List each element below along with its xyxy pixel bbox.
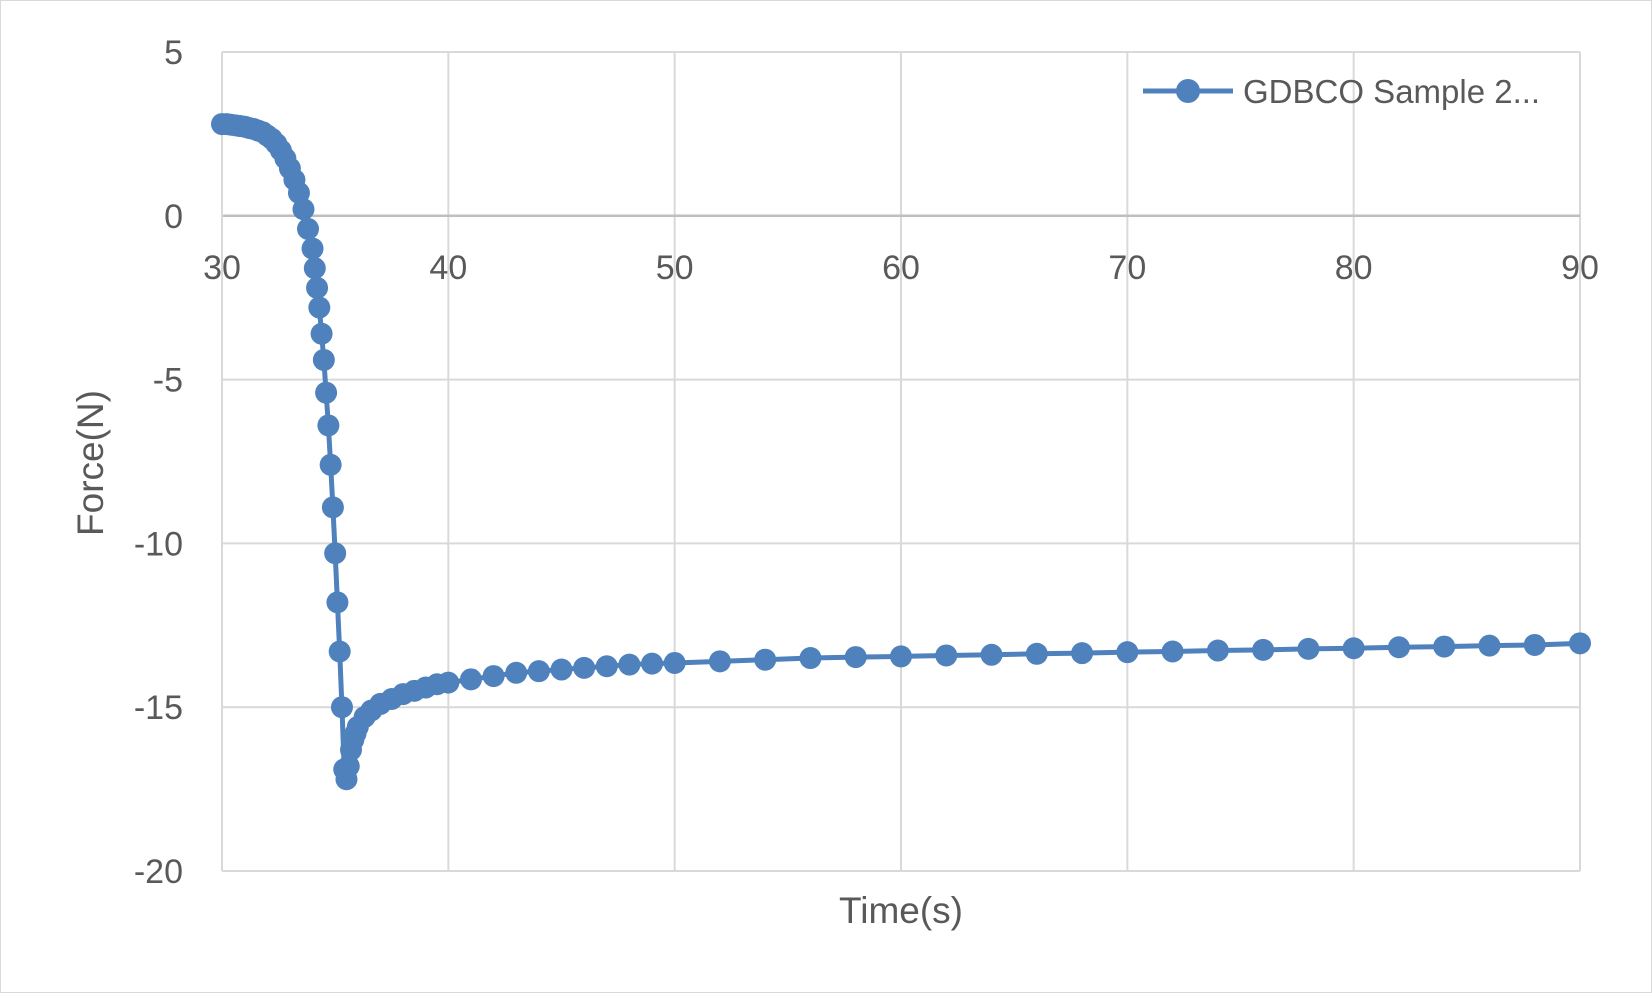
data-point xyxy=(641,652,664,675)
data-point xyxy=(1161,640,1184,663)
data-point xyxy=(328,640,351,663)
data-point xyxy=(310,322,333,345)
data-point xyxy=(301,237,324,260)
x-tick-label: 70 xyxy=(1108,249,1146,287)
y-tick-label: 5 xyxy=(164,34,183,72)
y-tick-label: -20 xyxy=(134,853,183,891)
data-point xyxy=(890,645,912,668)
data-point xyxy=(844,646,867,669)
data-point xyxy=(754,648,777,671)
data-point xyxy=(330,696,353,719)
data-point xyxy=(1433,635,1456,658)
x-tick-label: 40 xyxy=(429,249,467,287)
data-point xyxy=(527,660,550,683)
data-point xyxy=(324,542,347,565)
legend-point-marker xyxy=(1176,79,1200,103)
data-point xyxy=(292,198,315,221)
data-point xyxy=(321,496,344,519)
data-point xyxy=(505,661,528,684)
data-point xyxy=(1025,642,1048,665)
data-point xyxy=(1206,639,1229,662)
data-point xyxy=(595,655,618,678)
data-point xyxy=(573,656,596,679)
data-point xyxy=(308,296,331,319)
y-tick-label: -15 xyxy=(134,689,183,727)
data-point xyxy=(482,665,505,688)
data-point xyxy=(437,671,460,694)
data-point xyxy=(980,643,1003,666)
data-point xyxy=(319,453,342,476)
series-layer xyxy=(211,113,1591,791)
data-point xyxy=(1387,636,1410,659)
data-point xyxy=(312,348,335,371)
y-tick-label: -10 xyxy=(134,525,183,563)
x-axis-title: Time(s) xyxy=(839,890,963,931)
gridlines xyxy=(221,51,1581,872)
data-point xyxy=(1342,637,1365,660)
x-tick-label: 60 xyxy=(882,249,920,287)
data-point xyxy=(550,658,573,681)
data-point xyxy=(315,381,338,404)
data-point xyxy=(1297,637,1320,660)
y-tick-label: 0 xyxy=(164,198,183,236)
data-point xyxy=(1569,632,1591,655)
data-point xyxy=(618,653,641,676)
data-point xyxy=(663,651,686,674)
data-point xyxy=(1252,638,1275,661)
x-tick-label: 30 xyxy=(203,249,241,287)
data-point xyxy=(326,591,349,614)
legend: GDBCO Sample 2... xyxy=(1143,73,1540,110)
y-tick-label: -5 xyxy=(153,362,183,400)
data-point xyxy=(306,276,329,299)
y-axis-title: Force(N) xyxy=(70,390,111,536)
data-point xyxy=(459,668,482,691)
data-point xyxy=(303,257,326,280)
legend-series-label: GDBCO Sample 2... xyxy=(1243,73,1540,110)
data-point xyxy=(1523,633,1546,656)
data-point xyxy=(799,647,822,670)
data-point xyxy=(1478,634,1501,657)
x-tick-label: 90 xyxy=(1561,249,1599,287)
x-tick-label: 80 xyxy=(1335,249,1373,287)
data-point xyxy=(1116,641,1139,664)
data-point xyxy=(297,217,320,240)
x-tick-label: 50 xyxy=(656,249,694,287)
data-point xyxy=(1071,642,1094,665)
data-point xyxy=(337,755,360,778)
data-point xyxy=(935,644,958,667)
data-point xyxy=(708,650,731,673)
data-point xyxy=(317,414,340,437)
